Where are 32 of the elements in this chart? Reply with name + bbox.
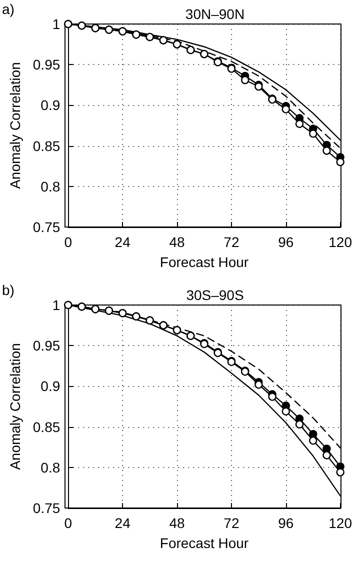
- x-axis-title: Forecast Hour: [160, 535, 249, 551]
- x-tick-label: 48: [169, 515, 186, 531]
- x-tick-label: 24: [114, 515, 131, 531]
- y-tick-label: 0.95: [32, 56, 60, 73]
- text: b): [2, 282, 14, 298]
- y-tick-label: 0.8: [40, 178, 60, 194]
- x-tick-label: 48: [169, 234, 186, 250]
- x-tick-label: 120: [328, 515, 352, 531]
- text: a): [2, 1, 14, 17]
- y-tick-label: 0.9: [40, 378, 60, 394]
- y-tick-label: 0.8: [40, 459, 60, 476]
- x-tick-label: 0: [64, 234, 72, 250]
- y-tick-label: 0.85: [32, 138, 60, 154]
- y-axis-title: Anomaly Correlation: [7, 343, 23, 470]
- y-tick-label: 0.9: [40, 97, 60, 114]
- y-tick-label: 0.85: [32, 418, 60, 435]
- x-tick-label: 96: [278, 515, 294, 531]
- y-tick-label: 0.75: [32, 500, 60, 516]
- x-tick-label: 96: [278, 234, 294, 250]
- x-tick-label: 120: [328, 234, 352, 250]
- chart-title: 30S–90S: [186, 287, 244, 303]
- x-axis-title: Forecast Hour: [160, 254, 249, 270]
- y-tick-label: 0.75: [32, 219, 60, 235]
- x-tick-label: 0: [64, 515, 72, 531]
- y-tick-label: 0.95: [32, 338, 60, 354]
- chart-title: 30N–90N: [185, 6, 245, 22]
- y-tick-label: 1: [52, 297, 60, 313]
- x-tick-label: 24: [114, 234, 131, 250]
- y-tick-label: 1: [52, 16, 60, 32]
- y-axis-title: Anomaly Correlation: [7, 62, 23, 189]
- x-tick-label: 72: [224, 234, 240, 250]
- x-tick-label: 72: [224, 515, 240, 531]
